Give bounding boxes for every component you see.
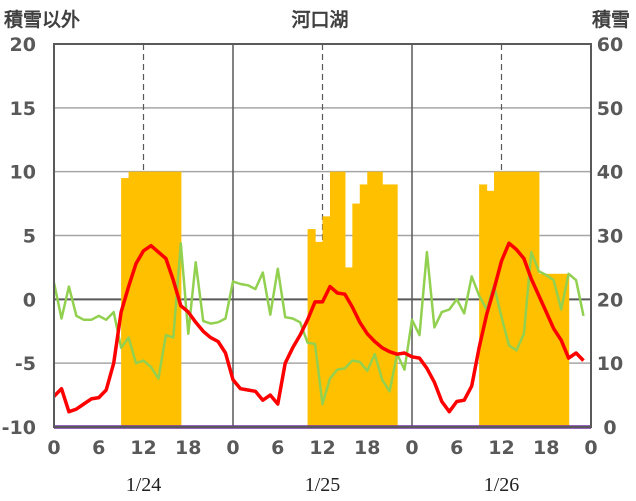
left-tick-label: -10	[2, 417, 36, 439]
snow-depth-bar	[337, 171, 346, 427]
x-tick-label: 12	[309, 437, 335, 459]
x-tick-label: 0	[47, 437, 60, 459]
snow-depth-bar	[389, 184, 398, 427]
snow-depth-bar	[501, 171, 510, 427]
right-tick-label: 0	[603, 417, 616, 439]
x-tick-label: 18	[175, 437, 201, 459]
x-tick-label: 6	[450, 437, 463, 459]
day-label: 1/25	[305, 474, 341, 496]
x-tick-label: 6	[271, 437, 284, 459]
snow-depth-bar	[479, 184, 488, 427]
left-tick-label: -5	[15, 353, 36, 375]
x-tick-label: 6	[92, 437, 105, 459]
snow-depth-bar	[382, 184, 391, 427]
x-tick-label: 18	[354, 437, 380, 459]
snow-depth-bar	[329, 171, 339, 427]
plot-frame	[53, 43, 592, 428]
x-tick-label: 12	[130, 437, 156, 459]
snow-depth-bar	[158, 171, 167, 427]
snow-depth-bar	[553, 273, 562, 427]
left-tick-label: 10	[10, 162, 36, 184]
snow-depth-bar	[508, 171, 518, 427]
right-axis-label: 積雪	[592, 8, 630, 31]
left-tick-label: 0	[23, 289, 36, 311]
plot-border	[53, 43, 592, 428]
snow-depth-bar	[367, 171, 376, 427]
x-tick-label: 12	[488, 437, 514, 459]
snow-depth-bar	[516, 171, 525, 427]
x-tick-label: 0	[584, 437, 597, 459]
x-tick-label: 0	[405, 437, 418, 459]
snow-depth-bar	[359, 184, 368, 427]
snow-depth-bar	[531, 171, 540, 427]
left-axis-label: 積雪以外	[4, 8, 80, 31]
temperature-line	[52, 241, 585, 414]
snow-depth-bar	[128, 171, 137, 427]
left-tick-label: 5	[23, 226, 36, 248]
snow-depth-bar	[538, 273, 547, 427]
x-tick-label: 0	[226, 437, 239, 459]
snow-depth-bar	[315, 241, 324, 427]
right-tick-label: 10	[597, 353, 623, 375]
snow-depth-bar	[344, 267, 353, 427]
snow-depth-bar	[307, 229, 316, 427]
right-tick-label: 50	[597, 98, 623, 120]
right-tick-label: 20	[597, 289, 623, 311]
chart-title: 河口湖	[291, 9, 348, 31]
right-tick-label: 60	[597, 34, 623, 56]
right-tick-label: 30	[597, 226, 623, 248]
left-tick-label: 15	[10, 98, 36, 120]
snow-depth-bar	[150, 171, 160, 427]
snow-depth-bar	[486, 190, 495, 427]
left-tick-label: 20	[10, 34, 36, 56]
snow-depth-bar	[546, 273, 555, 427]
snow-depth-bar	[143, 171, 152, 427]
day-label: 1/26	[484, 474, 520, 496]
day-label: 1/24	[126, 474, 162, 496]
right-tick-label: 40	[597, 162, 623, 184]
snow-depth-bar	[165, 171, 174, 427]
snow-depth-bar	[322, 216, 331, 427]
x-tick-label: 18	[533, 437, 559, 459]
snow-depth-bar	[136, 171, 145, 427]
snow-depth-bar	[374, 171, 383, 427]
